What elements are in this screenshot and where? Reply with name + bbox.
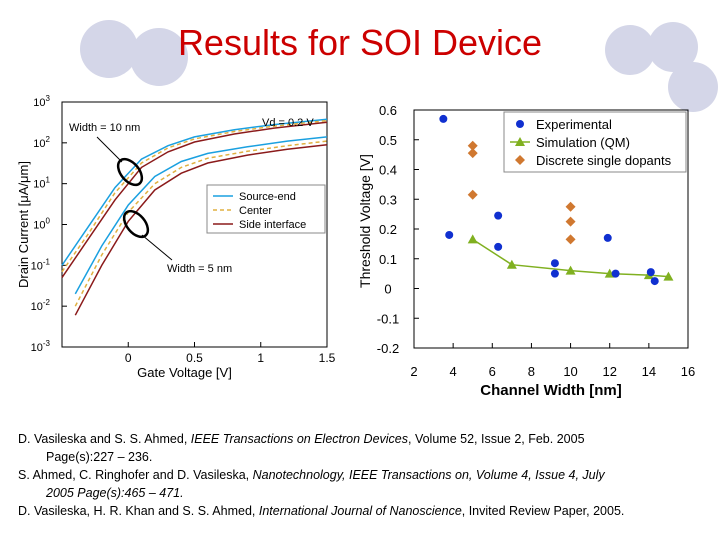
simulation-point: [467, 234, 478, 244]
reference-2: S. Ahmed, C. Ringhofer and D. Vasileska,…: [18, 468, 605, 500]
x-axis-label: Gate Voltage [V]: [137, 365, 232, 380]
dopant-point: [467, 189, 478, 200]
annotation-pointer: [141, 234, 173, 261]
x-axis-label: Channel Width [nm]: [480, 382, 622, 399]
x-tick-label: 12: [602, 364, 616, 379]
legend-box: [206, 184, 326, 234]
legend-label: Simulation (QM): [536, 135, 630, 150]
dopant-point: [467, 148, 478, 159]
threshold-voltage-chart: 0.6 0.5 0.4 0.3 0.2 0.1 0 -0.1 -0.2 2 4 6 8 10 12 14 16 C…: [357, 103, 695, 399]
decorative-circle: [130, 28, 188, 86]
experimental-point: [445, 230, 454, 239]
series-line: [61, 118, 328, 266]
x-tick-label: 8: [528, 364, 535, 379]
reference-3: D. Vasileska, H. R. Khan and S. S. Ahmed…: [18, 504, 625, 518]
series-line: [61, 119, 328, 273]
y-tick-label: -0.1: [377, 311, 399, 326]
y-tick-label: 0.6: [379, 103, 397, 118]
x-tick-label: 1.5: [319, 351, 336, 365]
y-tick-label: 0.2: [379, 222, 397, 237]
x-tick-label: 4: [450, 364, 457, 379]
dopant-point: [565, 201, 576, 212]
x-tick-label: 1: [257, 351, 264, 365]
y-tick-label: 0.3: [379, 192, 397, 207]
experimental-point: [611, 269, 620, 278]
experimental-point: [603, 233, 612, 242]
width-10nm-annotation: Width = 10 nm: [69, 122, 140, 134]
x-tick-label: 2: [410, 364, 417, 379]
experimental-point: [650, 277, 659, 286]
y-axis-label: Threshold Voltage [V]: [357, 154, 373, 288]
legend-label: Discrete single dopants: [536, 153, 672, 168]
series-line: [61, 121, 328, 279]
y-tick-label: -0.2: [377, 341, 399, 356]
reference-1: D. Vasileska and S. S. Ahmed, IEEE Trans…: [18, 432, 585, 464]
width-5nm-annotation: Width = 5 nm: [167, 263, 232, 275]
annotation-pointer: [96, 136, 123, 163]
legend-label: Side interface: [239, 219, 306, 231]
slide-title: Results for SOI Device: [177, 22, 543, 63]
decorative-circle: [668, 62, 718, 112]
width-5nm-marker: [122, 209, 150, 239]
experimental-point: [550, 259, 559, 268]
simulation-point: [663, 271, 674, 281]
x-tick-label: 0: [125, 351, 132, 365]
x-tick-label: 6: [489, 364, 496, 379]
y-axis-label: Drain Current [μA/μm]: [16, 161, 31, 288]
decorative-circle: [80, 20, 138, 78]
x-tick-label: 0.5: [186, 351, 203, 365]
series-line: [74, 136, 328, 295]
experimental-point: [439, 114, 448, 123]
y-tick-label: 0.4: [379, 163, 397, 178]
x-tick-label: 16: [681, 364, 695, 379]
decorative-circle: [605, 25, 655, 75]
width-10nm-marker: [116, 157, 144, 187]
y-tick-label: 0: [384, 282, 391, 297]
legend-box: [503, 111, 687, 173]
legend-marker: [516, 120, 524, 128]
dopant-point: [565, 234, 576, 245]
y-tick-label: 0.5: [379, 133, 397, 148]
series-line: [74, 140, 328, 307]
legend-label: Center: [239, 205, 272, 217]
x-tick-label: 10: [563, 364, 577, 379]
legend-marker: [515, 155, 525, 165]
x-tick-label: 14: [642, 364, 656, 379]
experimental-point: [550, 269, 559, 278]
references: D. Vasileska and S. S. Ahmed, IEEE Trans…: [18, 430, 713, 520]
experimental-point: [494, 242, 503, 251]
dopant-point: [467, 140, 478, 151]
vd-annotation: Vd = 0.2 V: [262, 117, 314, 129]
y-tick-label: 0.1: [379, 252, 397, 267]
simulation-point: [506, 259, 517, 269]
simulation-point: [565, 265, 576, 275]
legend-label: Experimental: [536, 117, 612, 132]
experimental-point: [646, 268, 655, 277]
series-line: [74, 143, 328, 316]
legend-marker: [515, 137, 525, 146]
legend-label: Source-end: [239, 191, 296, 203]
dopant-point: [565, 216, 576, 227]
experimental-point: [494, 211, 503, 220]
